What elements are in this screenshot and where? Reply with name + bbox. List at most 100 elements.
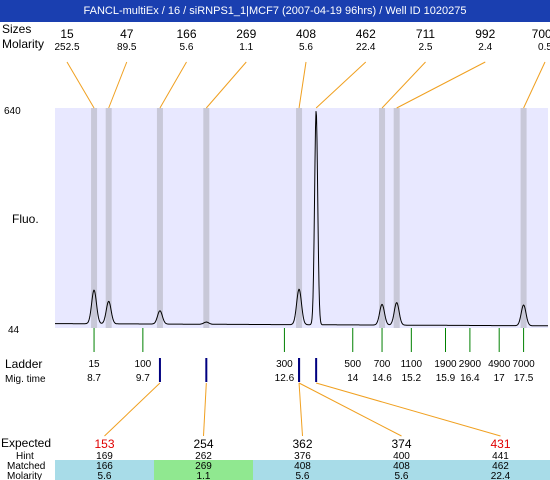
top-connectors — [66, 61, 546, 109]
bottom-connector-4 — [316, 382, 501, 437]
bottom-connector-2 — [298, 382, 303, 437]
matched-label: Matched — [7, 461, 45, 472]
ladder-ticks — [93, 328, 525, 352]
top-peak-labels: 15252.54789.51665.62691.14085.646222.471… — [54, 27, 550, 53]
expected-value-3: 374 — [391, 437, 411, 451]
bottom-connector-1 — [203, 382, 207, 437]
molarity-value-3: 5.6 — [395, 471, 409, 480]
peak-bands — [91, 108, 527, 328]
ladder-time-6: 15.9 — [436, 373, 456, 384]
ladder-size-8: 4900 — [488, 359, 511, 370]
top-size-1: 47 — [120, 27, 134, 41]
ladder-time-5: 15.2 — [402, 373, 422, 384]
ladder-time-8: 17 — [494, 373, 506, 384]
ladder-time-1: 9.7 — [136, 373, 150, 384]
molarity-value-2: 5.6 — [296, 471, 310, 480]
peak-band-1 — [105, 108, 112, 328]
ladder-time-0: 8.7 — [87, 373, 101, 384]
hint-value-1: 262 — [195, 451, 212, 462]
peak-band-8 — [520, 108, 527, 328]
top-molarity-5: 22.4 — [356, 42, 376, 53]
expected-value-2: 362 — [292, 437, 312, 451]
ladder-size-6: 1900 — [434, 359, 457, 370]
top-connector-0 — [66, 61, 95, 109]
ladder-time-9: 17.5 — [514, 373, 534, 384]
ladder-time-3: 14 — [347, 373, 359, 384]
ladder-size-5: 1100 — [401, 359, 423, 370]
top-connector-6 — [381, 61, 426, 109]
peak-band-0 — [91, 108, 98, 328]
peak-band-7 — [393, 108, 400, 328]
top-size-7: 992 — [475, 27, 495, 41]
ladder-size-9: 7000 — [512, 359, 535, 370]
ladder-time-4: 14.6 — [372, 373, 392, 384]
matched-cell-1 — [154, 460, 253, 480]
hint-value-2: 376 — [294, 451, 311, 462]
hint-label: Hint — [16, 451, 34, 462]
top-molarity-7: 2.4 — [478, 42, 492, 53]
y-min-label: 44 — [8, 325, 20, 336]
hint-value-3: 400 — [393, 451, 410, 462]
ladder-size-0: 15 — [88, 359, 100, 370]
top-connector-7 — [396, 61, 486, 109]
fluorescence-trace — [55, 111, 548, 327]
top-size-8: 7000 — [532, 27, 550, 41]
top-connector-1 — [108, 61, 128, 109]
expected-value-1: 254 — [193, 437, 213, 451]
ladder-time-7: 16.4 — [460, 373, 480, 384]
top-molarity-4: 5.6 — [299, 42, 313, 53]
top-molarity-1: 89.5 — [117, 42, 137, 53]
top-size-6: 711 — [416, 27, 435, 41]
ladder-time-2: 12.6 — [275, 373, 295, 384]
fluo-axis-label: Fluo. — [12, 212, 39, 226]
top-molarity-0: 252.5 — [54, 42, 79, 53]
peak-band-4 — [296, 108, 303, 328]
ladder-size-4: 700 — [374, 359, 391, 370]
top-connector-2 — [159, 61, 187, 109]
matched-value-1: 269 — [195, 461, 212, 472]
molarity-value-1: 1.1 — [197, 471, 211, 480]
top-connector-8 — [523, 61, 546, 109]
sizes-label: Sizes — [2, 22, 31, 36]
top-size-0: 15 — [60, 27, 74, 41]
peak-band-6 — [379, 108, 386, 328]
top-size-5: 462 — [356, 27, 376, 41]
ladder-size-7: 2900 — [459, 359, 482, 370]
top-size-4: 408 — [296, 27, 316, 41]
bottom-connectors — [104, 382, 501, 437]
top-molarity-8: 0.5 — [538, 42, 550, 53]
hint-value-4: 441 — [492, 451, 509, 462]
expected-value-4: 431 — [490, 437, 510, 451]
expected-table: 1531691665.62542622691.13623764085.63744… — [55, 437, 550, 480]
window-title: FANCL-multiEx / 16 / siRNPS1_1|MCF7 (200… — [0, 0, 550, 22]
top-connector-3 — [205, 61, 247, 109]
matched-value-0: 166 — [96, 461, 113, 472]
molarity-value-4: 22.4 — [491, 471, 511, 480]
top-molarity-3: 1.1 — [239, 42, 253, 53]
peak-band-3 — [203, 108, 210, 328]
matched-cell-2 — [253, 460, 352, 480]
top-molarity-2: 5.6 — [180, 42, 194, 53]
sample-ticks — [158, 358, 318, 382]
expected-label: Expected — [1, 436, 51, 450]
top-size-3: 269 — [236, 27, 256, 41]
top-connector-5 — [315, 61, 367, 109]
molarity-label: Molarity — [2, 37, 44, 51]
ladder-label: Ladder — [5, 357, 42, 371]
expected-value-0: 153 — [94, 437, 114, 451]
ladder-size-2: 300 — [276, 359, 293, 370]
top-connector-4 — [298, 61, 307, 109]
top-molarity-6: 2.5 — [419, 42, 433, 53]
hint-value-0: 169 — [96, 451, 113, 462]
matched-cell-3 — [352, 460, 451, 480]
bottom-connector-3 — [298, 382, 402, 437]
matched-value-2: 408 — [294, 461, 311, 472]
matched-cell-4 — [451, 460, 550, 480]
molarity-value-0: 5.6 — [98, 471, 112, 480]
matched-value-4: 462 — [492, 461, 509, 472]
mig-time-label: Mig. time — [5, 374, 46, 385]
ladder-labels: 15 8.7 100 9.7 300 12.6 500 14 700 14.6 1100 15.2 19… — [87, 359, 535, 384]
y-max-label: 640 — [4, 106, 21, 117]
molarity-bottom-label: Molarity — [7, 471, 42, 480]
